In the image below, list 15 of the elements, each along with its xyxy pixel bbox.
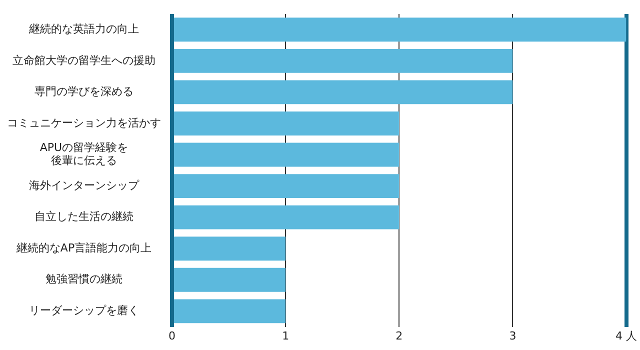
y-tick-label: 継続的な英語力の向上: [28, 22, 139, 36]
y-tick-label: 専門の学びを深める: [34, 85, 134, 98]
y-tick-label: APUの留学経験を後輩に伝える: [40, 141, 128, 168]
y-tick-label: 勉強習慣の継続: [46, 272, 122, 286]
y-tick-label: コミュニケーション力を活かす: [7, 116, 161, 130]
x-tick-label: 0: [168, 329, 176, 342]
y-tick-label: 海外インターンシップ: [29, 178, 140, 192]
x-tick-label: 4 人: [616, 329, 637, 342]
x-tick-label: 1: [282, 329, 290, 342]
y-tick-label: 立命館大学の留学生への援助: [12, 54, 156, 67]
y-tick-label: 自立した生活の継続: [34, 210, 134, 224]
x-tick-label: 3: [509, 329, 516, 342]
x-tick-label: 2: [396, 329, 403, 342]
y-tick-label: 継続的なAP言語能力の向上: [15, 241, 152, 254]
y-tick-label: リーダーシップを磨く: [29, 304, 139, 318]
